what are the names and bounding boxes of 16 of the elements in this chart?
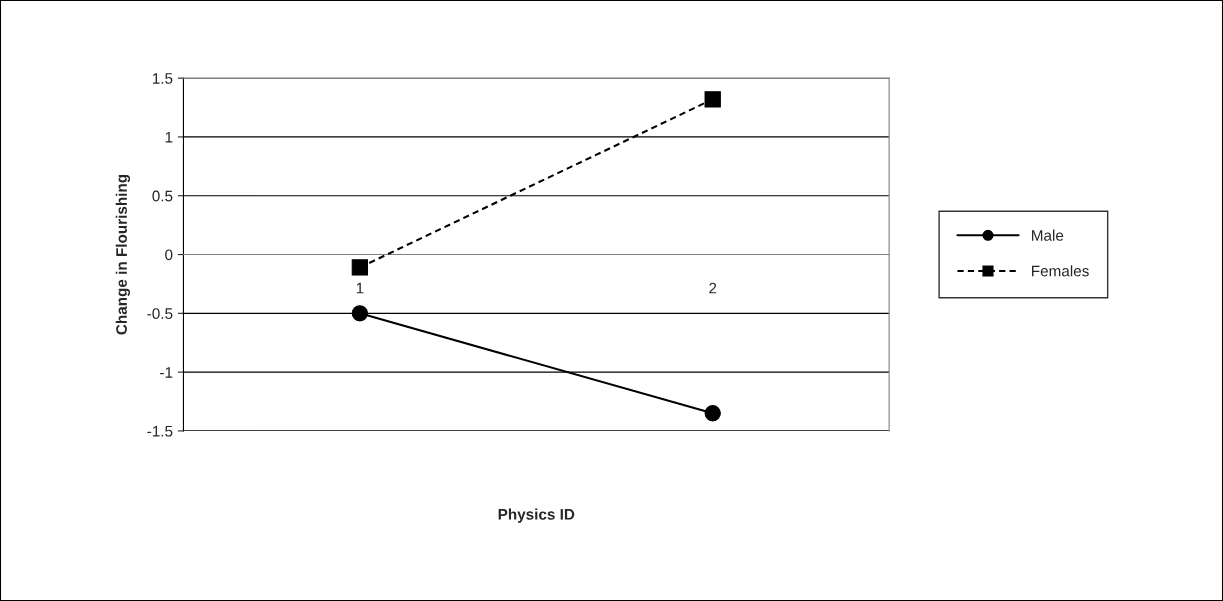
y-tick-label: 0.5 — [152, 190, 173, 202]
y-tick-label: -1 — [160, 367, 173, 378]
y-tick-label: 1 — [165, 131, 173, 143]
y-tick-label: -0.5 — [147, 308, 173, 320]
legend-label: Females — [1032, 265, 1089, 277]
point — [704, 91, 721, 108]
y-tick-label: -1.5 — [147, 425, 173, 437]
point — [351, 259, 369, 276]
y-axis-title: Change in Flourishing — [115, 174, 131, 335]
y-tick-label: 0 — [165, 249, 173, 261]
x-tick-label: 2 — [709, 282, 717, 294]
x-axis-title: Physics ID — [498, 508, 575, 523]
legend-label: Male — [1032, 229, 1064, 241]
point — [704, 405, 721, 422]
point — [351, 305, 369, 322]
y-tick-label: 1.5 — [152, 73, 173, 84]
